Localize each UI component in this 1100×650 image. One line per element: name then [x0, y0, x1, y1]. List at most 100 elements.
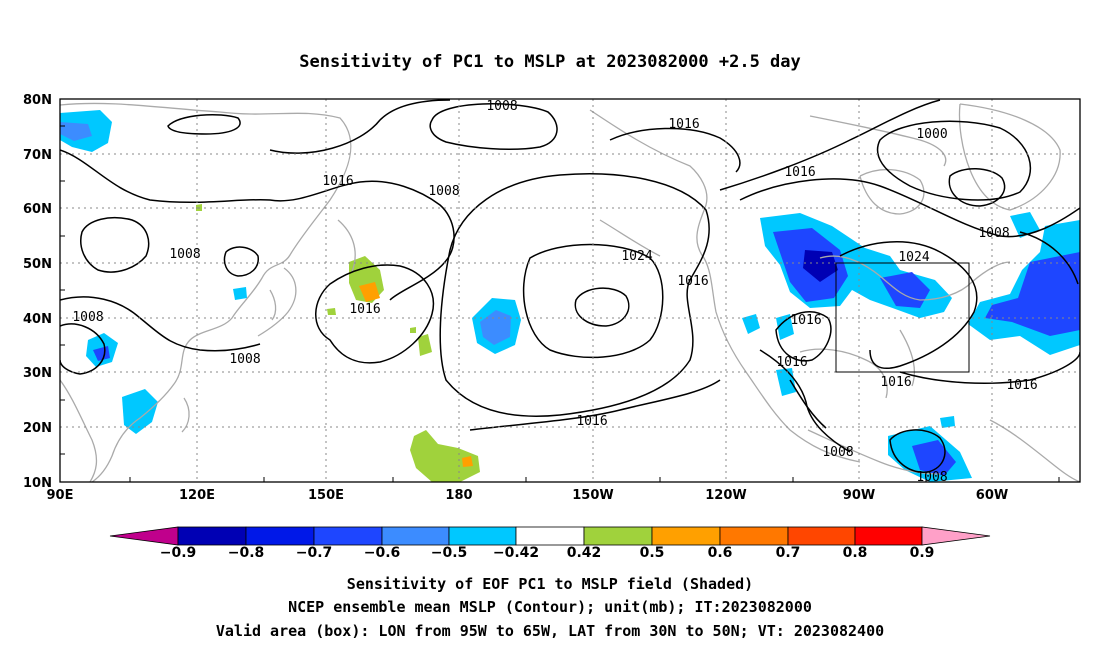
gridlines [60, 99, 1080, 482]
contour-1008-southwest [60, 296, 261, 352]
lat-tick-label: 30N [23, 366, 52, 381]
coast-india-se-asia [60, 379, 98, 482]
contour-label: 1008 [72, 310, 103, 325]
figure-title: Sensitivity of PC1 to MSLP at 2023082000… [299, 52, 801, 72]
colorbar-label: −0.7 [296, 545, 333, 561]
shade-negative-region [60, 122, 92, 141]
caption-line-1: Sensitivity of EOF PC1 to MSLP field (Sh… [347, 575, 753, 593]
shade-positive-region [462, 456, 473, 467]
contour-1008-mexico [789, 379, 827, 429]
caption-line-3: Valid area (box): LON from 95W to 65W, L… [216, 622, 884, 640]
shade-positive-region [359, 282, 380, 302]
mslp-contours [60, 99, 1080, 473]
contour-label: 1024 [621, 249, 652, 264]
coast-south-america [989, 419, 1080, 482]
colorbar-arrow-left [109, 526, 179, 546]
contour-1008-lake [223, 246, 259, 277]
colorbar-swatch [719, 526, 789, 546]
contour-label: 1008 [916, 470, 947, 485]
contour-label: 1016 [576, 414, 607, 429]
coast-florida [899, 329, 915, 387]
contour-label: 1016 [1006, 378, 1037, 393]
latitude-labels: 80N 70N 60N 50N 40N 30N 20N 10N [23, 93, 52, 491]
contour-label: 1008 [486, 99, 517, 114]
contour-1016-na [719, 99, 941, 191]
contour-1008-caribbean [889, 429, 946, 473]
coast-japan [257, 267, 297, 337]
contour-label: 1008 [822, 445, 853, 460]
colorbar-swatch [245, 526, 315, 546]
contour-label: 1016 [677, 274, 708, 289]
contour-label: 1008 [978, 226, 1009, 241]
shade-negative-region [742, 314, 760, 334]
colorbar-swatch [313, 526, 383, 546]
lon-tick-label: 150E [308, 488, 344, 503]
contour-1016-atlantic-north [1019, 231, 1079, 285]
contour-1016-atlantic [899, 351, 1080, 385]
lon-tick-label: 90W [843, 488, 875, 503]
shade-negative-region [233, 287, 247, 300]
contour-1008-west-loop [60, 323, 106, 375]
colorbar-swatch [583, 526, 653, 546]
caption: Sensitivity of EOF PC1 to MSLP field (Sh… [216, 575, 884, 640]
lon-tick-label: 60W [976, 488, 1008, 503]
colorbar-swatch [381, 526, 450, 546]
colorbar-label: 0.6 [708, 545, 733, 561]
coast-greenland [958, 103, 1061, 211]
lat-tick-label: 80N [23, 93, 52, 108]
colorbar-arrow-right [921, 526, 991, 546]
contour-label: 1008 [229, 352, 260, 367]
contour-1008-north-pacific-low [429, 103, 558, 151]
colorbar-label: −0.6 [364, 545, 401, 561]
contour-label: 1000 [916, 127, 947, 142]
contour-1016-northwest [60, 149, 455, 301]
lon-tick-label: 150W [572, 488, 613, 503]
sensitivity-shading [60, 110, 1080, 482]
shade-negative-region [480, 310, 511, 345]
contour-1016-pacific-trough [315, 264, 435, 364]
colorbar-label: 0.42 [567, 545, 602, 561]
coast-canada-arctic [809, 115, 947, 167]
colorbar-label: −0.8 [228, 545, 265, 561]
contour-label: 1008 [428, 184, 459, 199]
coast-korea [269, 289, 277, 321]
contour-1008-canada [739, 178, 1080, 238]
shade-negative-region [985, 252, 1080, 336]
coast-asia [60, 102, 352, 482]
contour-1016-arctic [269, 99, 451, 154]
contour-labels: 1008 1016 1008 1008 1008 1016 1008 1016 … [72, 99, 1037, 485]
colorbar-swatch [177, 526, 247, 546]
colorbar-label: 0.8 [843, 545, 868, 561]
lat-tick-label: 40N [23, 312, 52, 327]
colorbar-label: 0.5 [640, 545, 665, 561]
shade-positive-region [327, 308, 336, 315]
longitude-labels: 90E 120E 150E 180 150W 120W 90W 60W [47, 488, 1009, 503]
shade-positive-region [410, 430, 480, 482]
coast-alaska [589, 109, 861, 463]
lat-tick-label: 60N [23, 202, 52, 217]
contour-label: 1016 [668, 117, 699, 132]
contour-1016-south-us [759, 349, 851, 453]
contour-1000-canada-low [876, 120, 1031, 201]
colorbar-label: −0.42 [493, 545, 539, 561]
colorbar-label: 0.9 [910, 545, 935, 561]
shade-negative-region [803, 250, 838, 282]
contour-label: 1016 [322, 174, 353, 189]
contour-1024-pacific-high [522, 243, 664, 359]
colorbar-label: −0.5 [431, 545, 468, 561]
shade-positive-region [418, 334, 432, 356]
colorbar-swatch [448, 526, 517, 546]
contour-1008-asia-inner [80, 216, 150, 273]
coast-philippines [181, 397, 190, 433]
caption-line-2: NCEP ensemble mean MSLP (Contour); unit(… [288, 598, 812, 616]
colorbar-swatch [651, 526, 721, 546]
contour-1016-pacific-high-outer [439, 173, 710, 417]
shade-positive-region [410, 327, 416, 333]
shade-negative-region [1010, 212, 1040, 238]
lat-tick-label: 70N [23, 148, 52, 163]
coast-gulf-mexico [799, 348, 888, 399]
colorbar-label: −0.9 [160, 545, 197, 561]
shade-negative-region [776, 314, 794, 340]
lon-tick-label: 180 [445, 488, 472, 503]
